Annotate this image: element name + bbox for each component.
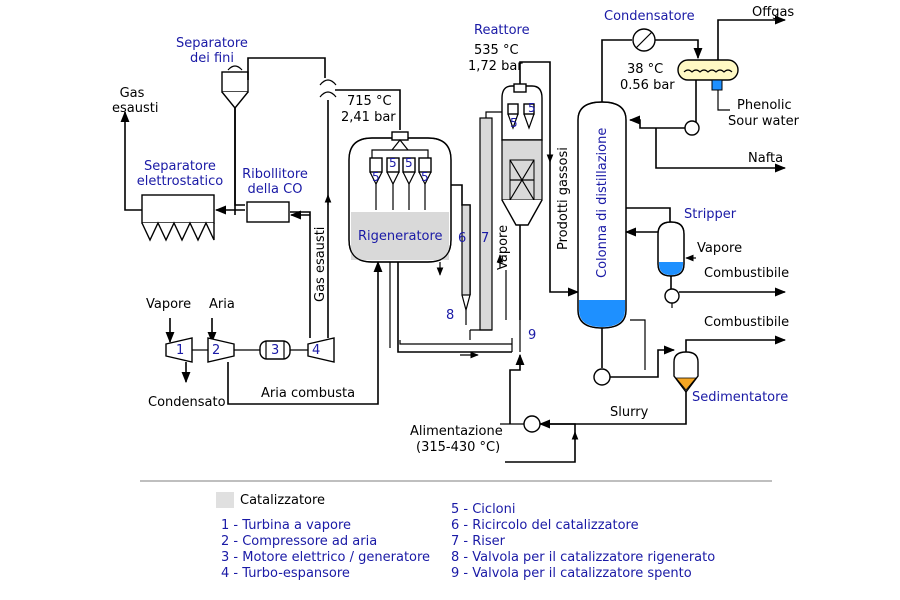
- feed-loop: [505, 423, 576, 463]
- label-gas-esausti-vertical: Gas esausti: [313, 226, 328, 302]
- separatore-elettrostatico-vessel: [141, 194, 215, 242]
- nafta-line: [655, 128, 787, 173]
- label-alimentazione: Alimentazione: [410, 424, 503, 439]
- label-nafta: Nafta: [748, 151, 784, 166]
- riser-pipe: [479, 117, 493, 331]
- label-cond-temp: 38 °C: [627, 62, 664, 77]
- legend-item-2: 2 - Compressore ad aria: [221, 534, 378, 549]
- stripper-pump: [664, 288, 680, 304]
- label-reattore-press: 1,72 bar: [468, 59, 523, 74]
- legend-item-7: 7 - Riser: [451, 534, 505, 549]
- stripper-vessel: [657, 221, 685, 277]
- reflux-pump: [684, 120, 700, 136]
- num-5d: 5: [421, 170, 429, 184]
- label-combustibile-1: Combustibile: [704, 266, 790, 281]
- label-rig-temp: 715 °C: [347, 94, 392, 109]
- feed-pump: [523, 415, 541, 433]
- num-9: 9: [528, 328, 537, 343]
- combustibile-2-line: [685, 335, 787, 352]
- aria-combusta-line: [227, 260, 383, 405]
- label-aria-in: Aria: [209, 297, 235, 312]
- num-8: 8: [446, 308, 455, 323]
- num-5b: 5: [389, 156, 397, 170]
- label-colonna: Colonna di distillazione: [595, 127, 610, 278]
- label-phenolic: Phenolic: [737, 98, 792, 113]
- label-alimentazione-temp: (315-430 °C): [416, 440, 501, 455]
- legend-item-4: 4 - Turbo-espansore: [221, 566, 350, 581]
- catalyst-swatch: [216, 492, 234, 508]
- label-separatore-elettrostatico: Separatore elettrostatico: [136, 159, 224, 189]
- regen-cat-line: [397, 262, 512, 353]
- label-sour-water: Sour water: [728, 114, 799, 129]
- legend-item-9: 9 - Valvola per il catalizzatore spento: [451, 566, 692, 581]
- label-separatore-fini: Separatore dei fini: [176, 36, 248, 66]
- turbo-espansore: [307, 337, 335, 363]
- num-5f: 5: [528, 101, 536, 115]
- flue-line-top: [247, 57, 326, 80]
- label-condensato: Condensato: [148, 395, 226, 410]
- label-prodotti-gassosi: Prodotti gassosi: [556, 147, 571, 250]
- legend-item-5: 5 - Cicloni: [451, 502, 516, 517]
- num-5c: 5: [405, 156, 413, 170]
- slurry-line: [538, 392, 687, 429]
- stripper-feed: [626, 207, 671, 224]
- rigeneratore-vessel: [348, 131, 452, 263]
- label-sedimentatore: Sedimentatore: [692, 390, 789, 405]
- label-reattore-temp: 535 °C: [474, 43, 519, 58]
- colonna-distillazione: [577, 101, 627, 329]
- legend-item-1: 1 - Turbina a vapore: [221, 518, 351, 533]
- esp-outlet: [124, 180, 142, 211]
- num-5e: 5: [510, 116, 518, 130]
- accumulatore-drum: [677, 59, 739, 91]
- label-gas-esausti-left: Gas esausti: [112, 86, 159, 116]
- label-stripper-vapore: Vapore: [697, 241, 743, 256]
- label-reattore: Reattore: [474, 23, 530, 38]
- label-slurry: Slurry: [610, 405, 649, 420]
- label-condensatore: Condensatore: [604, 9, 695, 24]
- compressore-aria: [207, 337, 235, 363]
- num-7: 7: [481, 231, 490, 246]
- label-aria-combusta: Aria combusta: [261, 386, 356, 401]
- label-combustibile-2: Combustibile: [704, 315, 790, 330]
- num-2: 2: [212, 343, 221, 358]
- prodotti-gassosi-line: [519, 61, 551, 120]
- num-6: 6: [458, 231, 467, 246]
- num-1: 1: [176, 343, 185, 358]
- legend-item-3: 3 - Motore elettrico / generatore: [221, 550, 431, 565]
- gas-to-column: [549, 120, 580, 297]
- label-vapore-riser: Vapore: [496, 224, 511, 270]
- sedimentatore-vessel: [673, 351, 699, 394]
- expander-to-boiler: [290, 211, 311, 338]
- offgas-line: [717, 15, 787, 60]
- label-vapore-in: Vapore: [146, 297, 192, 312]
- num-5a: 5: [372, 170, 380, 184]
- reattore-vessel: [501, 83, 543, 226]
- label-rigeneratore: Rigeneratore: [358, 229, 443, 244]
- legend-item-6: 6 - Ricircolo del catalizzatore: [451, 518, 639, 533]
- num-4: 4: [312, 343, 321, 358]
- label-ribollitore: Ribollitore della CO: [242, 167, 308, 197]
- label-cond-press: 0.56 bar: [620, 78, 675, 93]
- slurry-pump: [593, 368, 611, 386]
- flue-line-rigen: [335, 89, 401, 130]
- label-offgas: Offgas: [752, 5, 795, 20]
- num-3: 3: [271, 343, 280, 358]
- label-rig-press: 2,41 bar: [341, 110, 396, 125]
- legend-item-8: 8 - Valvola per il catalizzatore rigener…: [451, 550, 716, 565]
- label-stripper: Stripper: [684, 207, 737, 222]
- legend-catalyst: Catalizzatore: [240, 493, 326, 508]
- column-overhead: [601, 39, 632, 102]
- ribollitore-co-vessel: [246, 201, 290, 223]
- turbina-vapore: [165, 337, 193, 363]
- separatore-fini-vessel: [221, 65, 249, 110]
